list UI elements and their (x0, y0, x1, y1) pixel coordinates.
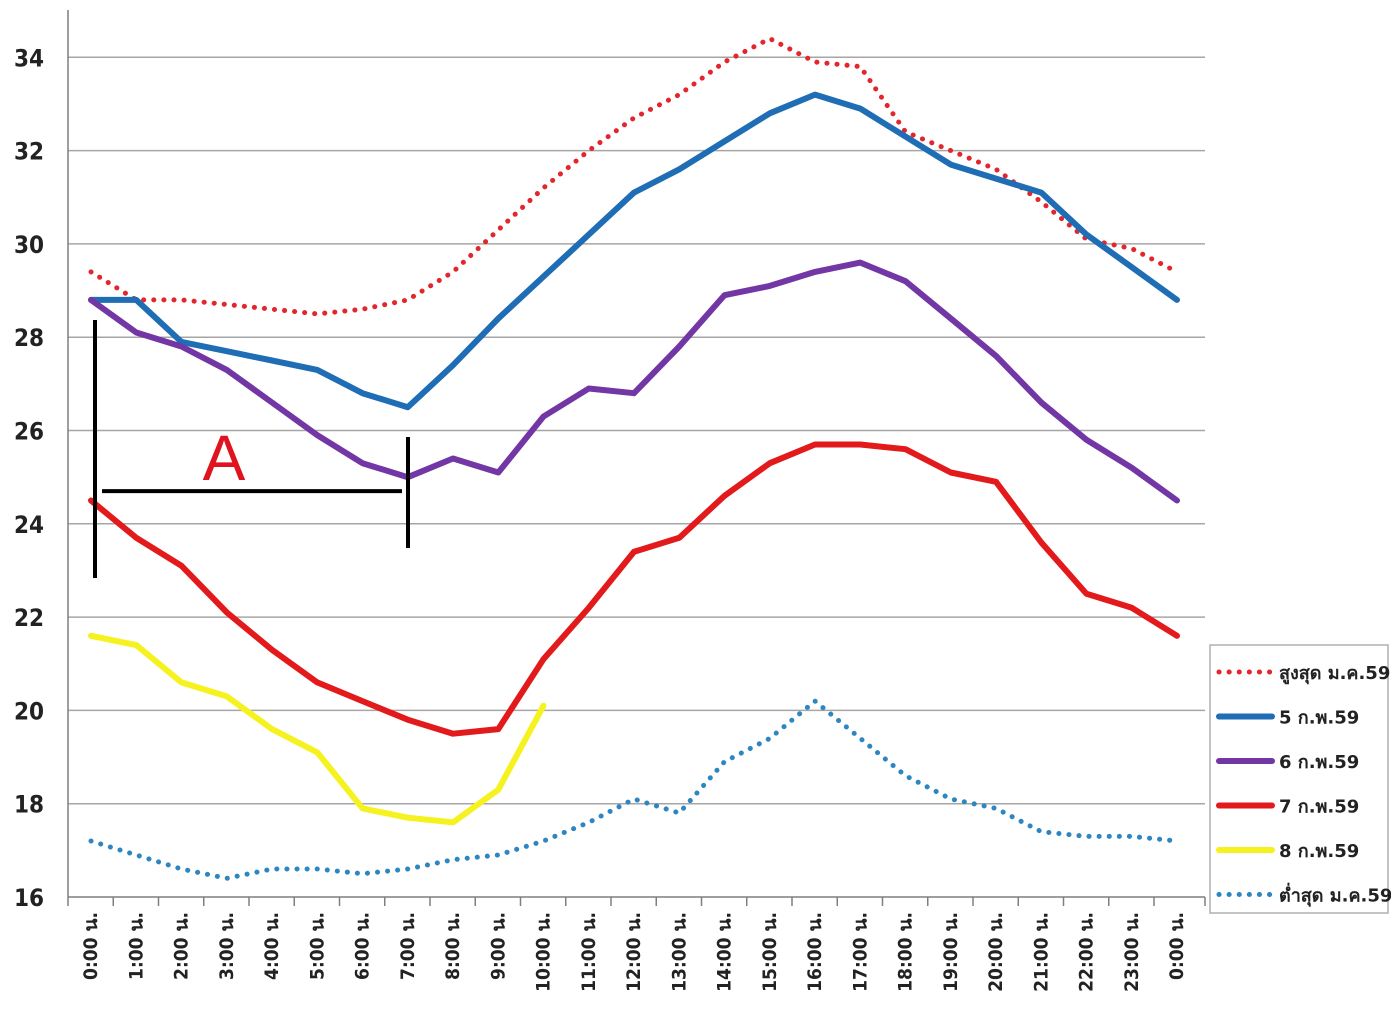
x-tick-label: 5:00 น. (306, 912, 328, 980)
x-tick-label: 2:00 น. (171, 912, 193, 980)
x-tick-label: 15:00 น. (759, 912, 781, 992)
y-tick-label: 20 (14, 697, 44, 725)
x-tick-label: 7:00 น. (397, 912, 419, 980)
x-tick-label: 17:00 น. (849, 912, 871, 992)
x-tick-label: 9:00 น. (487, 912, 509, 980)
x-axis-ticks: 0:00 น. 1:00 น. 2:00 น. 3:00 น. 4:00 น. 5:00 … (67, 897, 1206, 992)
x-tick-label: 1:00 น. (125, 912, 147, 980)
series-lines (88, 36, 1180, 881)
x-tick-label: 8:00 น. (442, 912, 464, 980)
x-tick-label: 10:00 น. (533, 912, 555, 992)
legend-label: ต่ำสุด ม.ค.59 (1279, 883, 1391, 908)
x-tick-label: 23:00 น. (1121, 912, 1143, 992)
legend-box (1209, 644, 1389, 914)
x-tick-label: 3:00 น. (216, 912, 238, 980)
legend-label: สูงสุด ม.ค.59 (1279, 663, 1390, 685)
y-tick-label: 16 (14, 884, 44, 912)
x-tick-label: 19:00 น. (940, 912, 962, 992)
x-tick-label: 14:00 น. (714, 912, 736, 992)
x-tick-label: 20:00 น. (985, 912, 1007, 992)
grid-lines (68, 56, 1205, 805)
y-tick-label: 34 (14, 44, 44, 72)
y-tick-label: 26 (14, 418, 44, 446)
x-tick-label: 4:00 น. (261, 912, 283, 980)
series-line (88, 36, 1180, 317)
x-tick-label: 21:00 น. (1030, 912, 1052, 992)
legend: สูงสุด ม.ค.59 5 ก.พ.59 6 ก.พ.59 7 ก.พ.59 8 ก… (1209, 644, 1391, 914)
x-tick-label: 22:00 น. (1076, 912, 1098, 992)
series-line (88, 698, 1180, 881)
y-tick-label: 18 (14, 791, 44, 819)
series-line (88, 259, 1180, 504)
y-tick-label: 24 (14, 511, 44, 539)
y-tick-label: 28 (14, 324, 44, 352)
y-tick-label: 22 (14, 604, 44, 632)
x-tick-label: 12:00 น. (623, 912, 645, 992)
axes (67, 10, 1205, 898)
x-tick-label: 6:00 น. (352, 912, 374, 980)
legend-label: 6 ก.พ.59 (1279, 752, 1359, 773)
annotation-a: A (93, 320, 410, 578)
series-line (88, 91, 1180, 411)
series-line (88, 441, 1180, 737)
x-tick-label: 16:00 น. (804, 912, 826, 992)
y-axis-ticks: 16 18 20 22 24 26 28 30 32 34 (14, 44, 44, 912)
annotation-label: A (203, 422, 246, 494)
x-tick-label: 18:00 น. (895, 912, 917, 992)
y-tick-label: 30 (14, 231, 44, 259)
series-line (88, 632, 547, 826)
y-tick-label: 32 (14, 138, 44, 166)
x-tick-label: 0:00 น. (1166, 912, 1188, 980)
legend-label: 5 ก.พ.59 (1279, 708, 1359, 729)
x-tick-label: 11:00 น. (578, 912, 600, 992)
legend-label: 8 ก.พ.59 (1279, 841, 1359, 862)
x-tick-label: 13:00 น. (668, 912, 690, 992)
legend-label: 7 ก.พ.59 (1279, 797, 1359, 818)
x-tick-label: 0:00 น. (80, 912, 102, 980)
